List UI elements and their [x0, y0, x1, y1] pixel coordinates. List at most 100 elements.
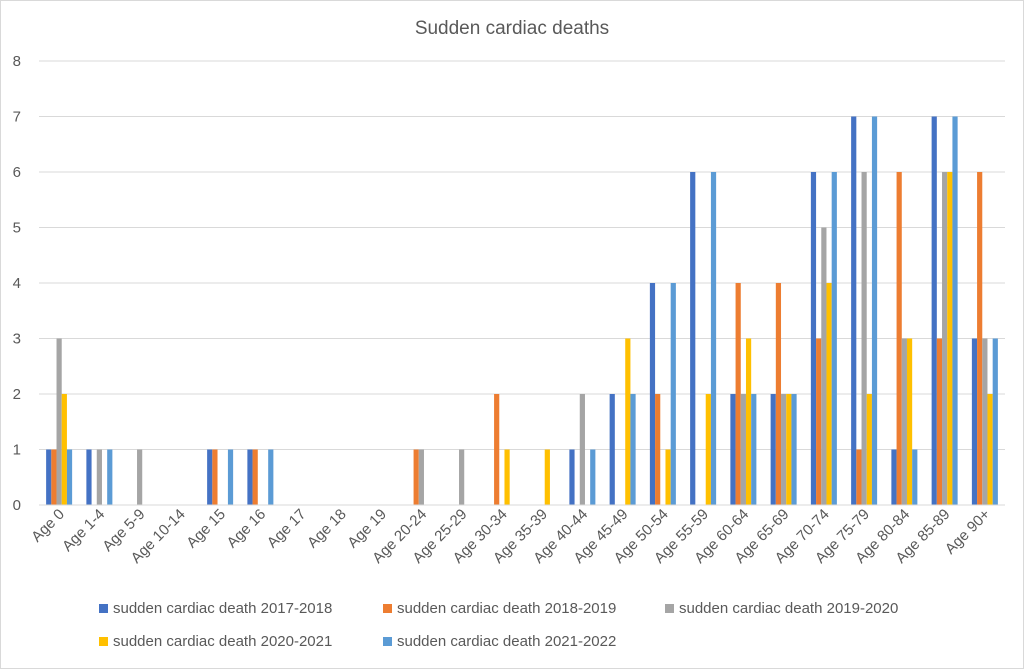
y-tick-label: 3: [13, 331, 21, 348]
bar: [504, 449, 510, 505]
bar: [268, 449, 274, 505]
legend-swatch: [99, 604, 108, 613]
bar: [710, 172, 717, 505]
bar: [137, 449, 143, 505]
bar: [740, 394, 746, 505]
bar: [655, 394, 661, 505]
bar: [912, 449, 918, 505]
bar: [569, 449, 575, 505]
bar: [625, 338, 631, 505]
bar: [579, 394, 585, 505]
bar: [971, 338, 978, 505]
bar: [745, 338, 752, 505]
x-tick-label: Age 16: [224, 506, 270, 552]
bar: [781, 394, 787, 505]
bar: [665, 449, 671, 505]
bar: [982, 338, 988, 505]
bar: [936, 338, 943, 505]
y-tick-label: 8: [13, 53, 21, 70]
legend-label: sudden cardiac death 2021-2022: [397, 633, 616, 650]
y-tick-label: 1: [13, 442, 21, 459]
legend-swatch: [99, 637, 108, 646]
y-tick-label: 5: [13, 220, 21, 237]
chart-title: Sudden cardiac deaths: [415, 18, 609, 39]
bar: [942, 172, 948, 505]
x-tick-label: Age 18: [304, 506, 350, 552]
y-tick-label: 0: [13, 497, 21, 514]
bar: [891, 449, 897, 505]
bar: [413, 449, 419, 505]
bar: [866, 394, 872, 505]
bar: [831, 172, 837, 505]
bar: [56, 338, 62, 505]
x-tick-label: Age 1-4: [59, 506, 108, 555]
bar: [96, 449, 102, 505]
bar: [896, 172, 902, 505]
bar: [418, 449, 424, 505]
bar: [705, 394, 711, 505]
bar: [212, 449, 218, 505]
bar: [51, 449, 57, 505]
legend-label: sudden cardiac death 2018-2019: [397, 600, 616, 617]
y-tick-label: 6: [13, 164, 21, 181]
legend-swatch: [665, 604, 674, 613]
bar: [459, 449, 465, 505]
bar: [952, 116, 958, 505]
bar: [901, 338, 907, 505]
bar: [906, 338, 913, 505]
bar: [247, 449, 253, 505]
x-tick-label: Age 17: [264, 506, 310, 552]
bar: [851, 116, 857, 505]
bar: [66, 449, 73, 505]
legend: sudden cardiac death 2017-2018 sudden car…: [99, 600, 898, 650]
legend-label: sudden cardiac death 2017-2018: [113, 600, 332, 617]
bar: [207, 449, 213, 505]
bar: [947, 172, 953, 505]
bar: [821, 227, 827, 505]
bar: [690, 172, 696, 505]
gridlines: [39, 60, 1005, 506]
y-tick-label: 4: [13, 275, 21, 292]
bar: [751, 394, 757, 505]
bar: [871, 116, 878, 505]
bar: [856, 449, 862, 505]
legend-label: sudden cardiac death 2019-2020: [679, 600, 898, 617]
bar: [786, 394, 792, 505]
bar: [992, 338, 998, 505]
bar: [227, 449, 234, 505]
x-tick-label: Age 15: [183, 506, 229, 552]
bar: [61, 394, 67, 505]
bar: [609, 394, 615, 505]
bar: [107, 449, 113, 505]
bar: [791, 394, 797, 505]
bar: [810, 172, 817, 505]
bar: [770, 394, 776, 505]
bar: [670, 283, 676, 505]
bar: [46, 449, 52, 505]
bar: [649, 283, 656, 505]
bar: [826, 283, 832, 505]
y-tick-label: 7: [13, 109, 21, 126]
legend-label: sudden cardiac death 2020-2021: [113, 633, 332, 650]
x-tick-label: Age 90+: [942, 506, 994, 558]
bar: [730, 394, 736, 505]
bar: [86, 449, 92, 505]
bar: [544, 449, 550, 505]
bar: [252, 449, 258, 505]
bar: [494, 394, 500, 505]
bar: [735, 283, 741, 505]
legend-swatch: [383, 637, 392, 646]
bar: [816, 338, 822, 505]
bar: [861, 172, 867, 505]
bars: [46, 116, 998, 505]
bar: [590, 449, 596, 505]
y-tick-label: 2: [13, 386, 21, 403]
y-axis-ticks: 0 1 2 3 4 5 6 7 8: [13, 53, 21, 514]
bar: [630, 394, 636, 505]
legend-swatch: [383, 604, 392, 613]
bar: [931, 116, 937, 505]
bar: [775, 283, 782, 505]
